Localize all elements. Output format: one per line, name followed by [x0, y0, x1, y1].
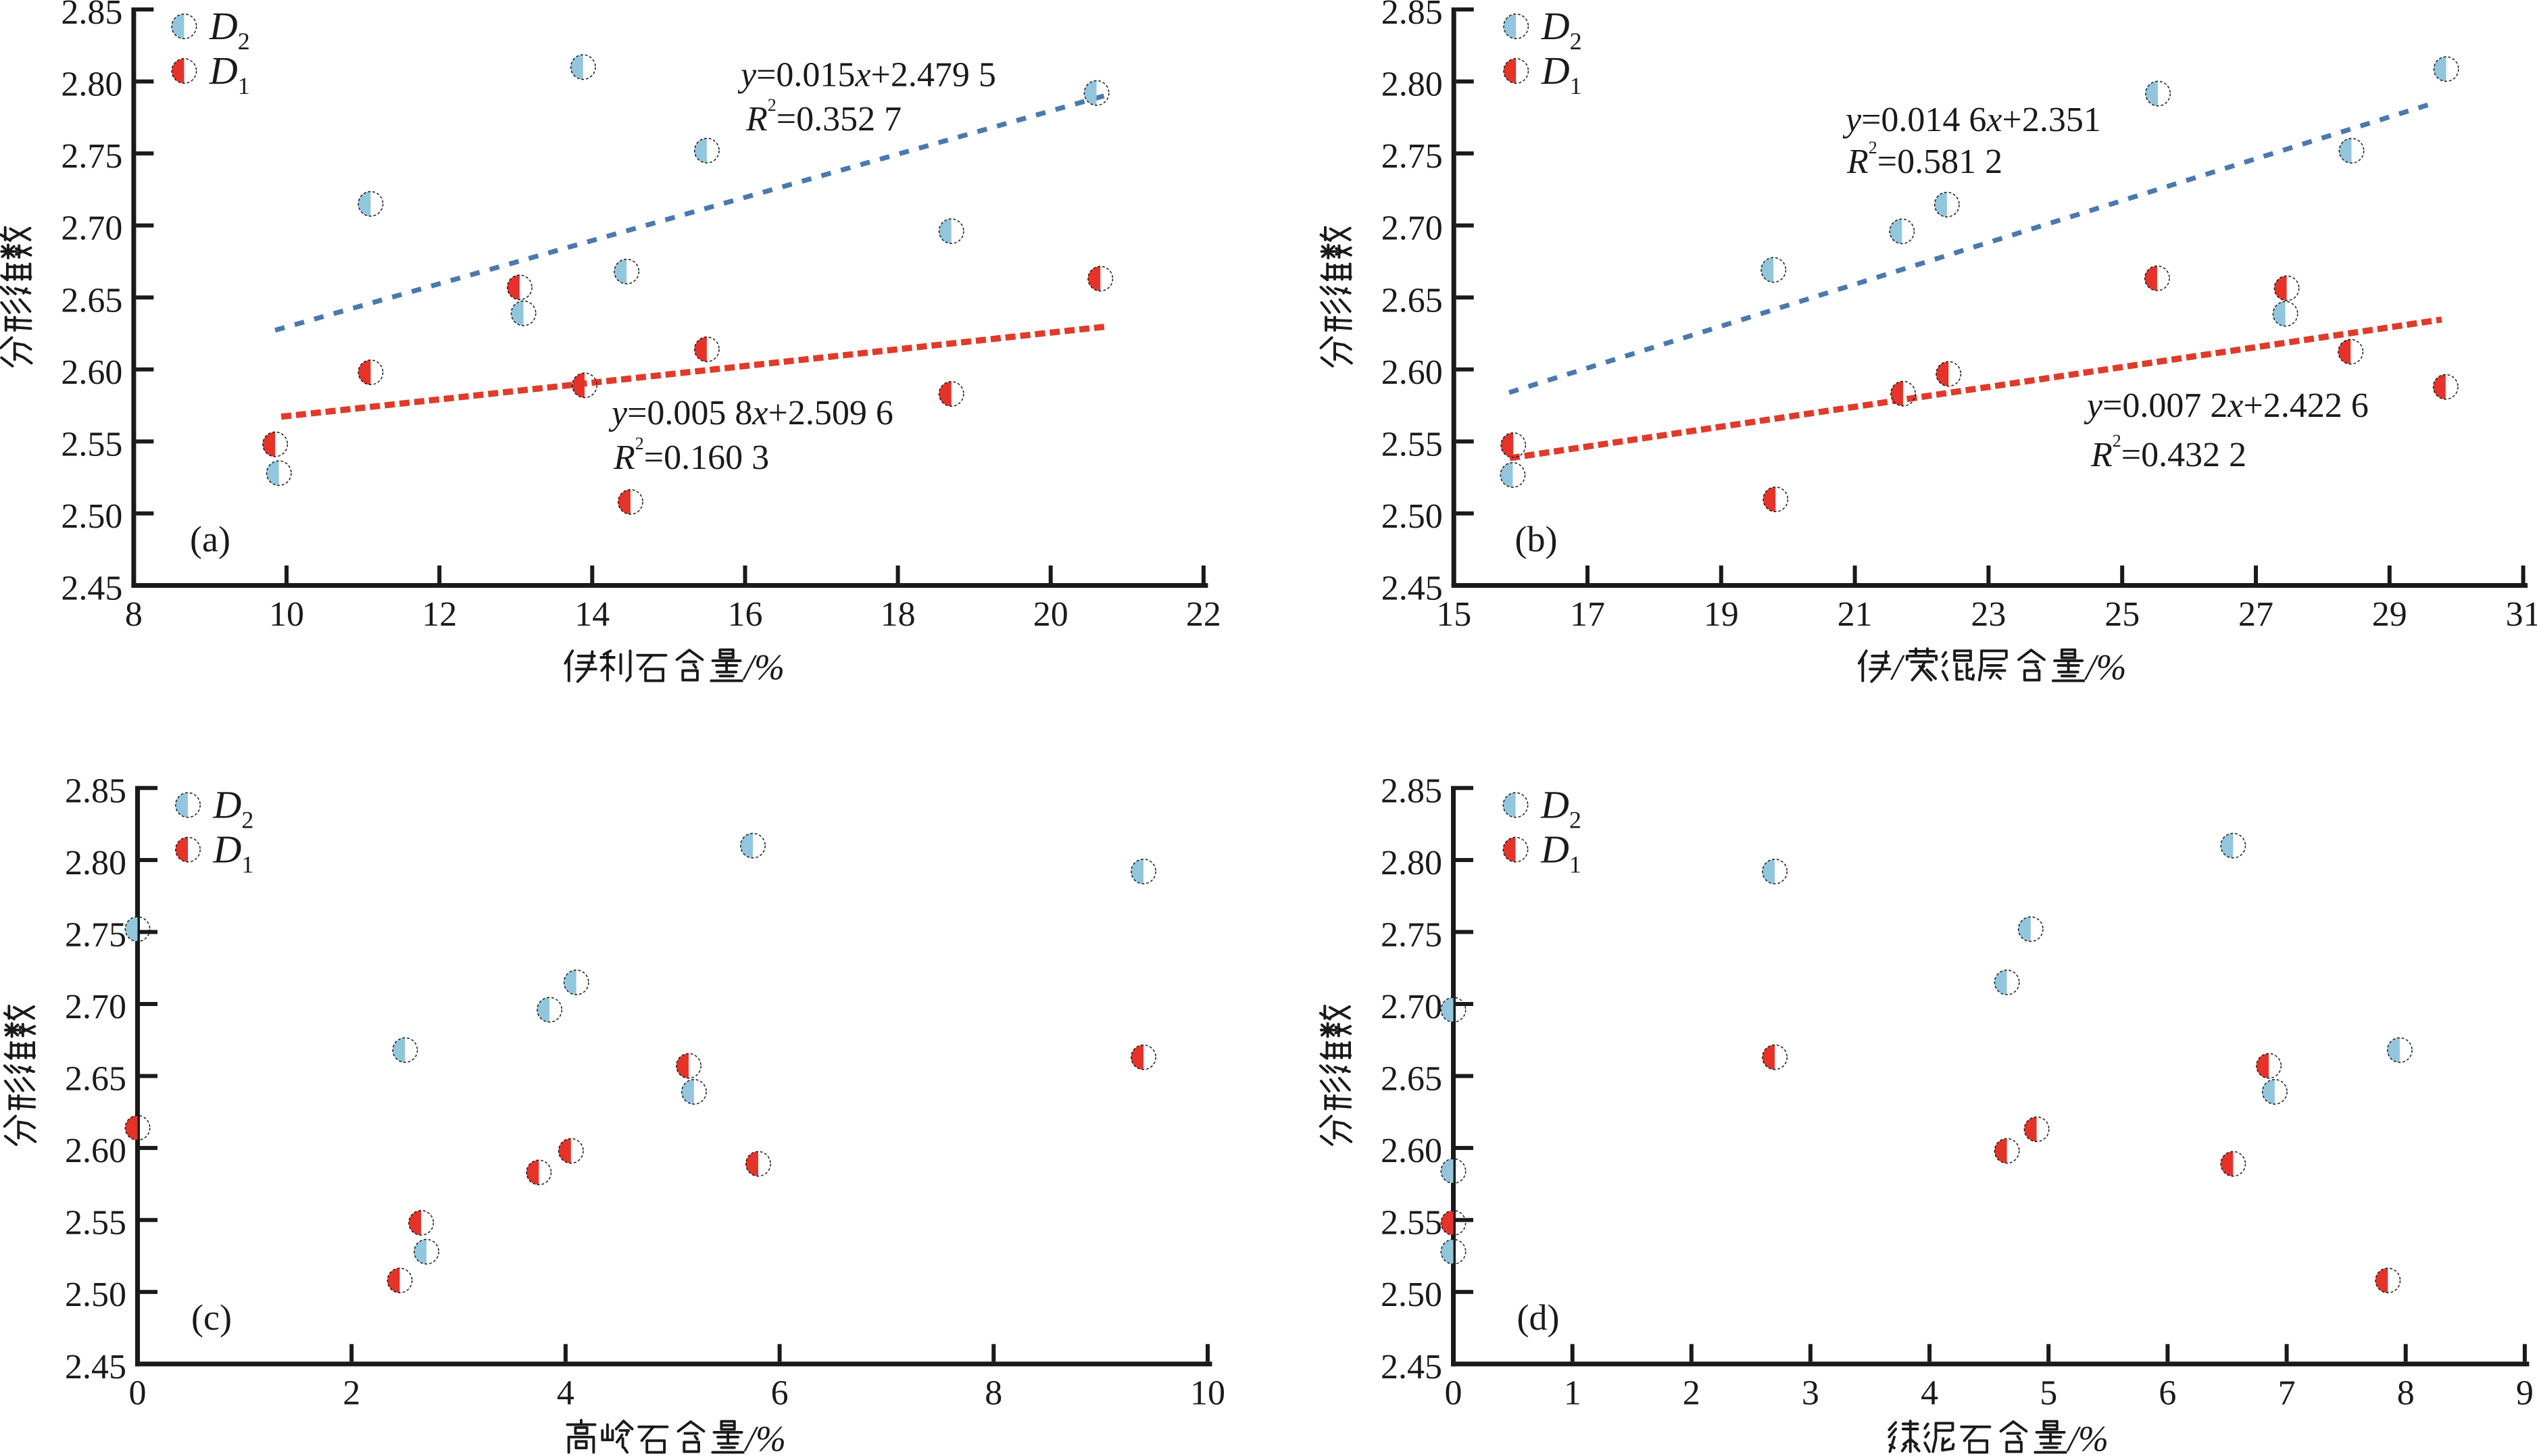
svg-text:0: 0	[1445, 1374, 1462, 1412]
svg-text:/%: /%	[2084, 647, 2127, 687]
svg-text:23: 23	[1971, 595, 2006, 634]
svg-text:10: 10	[269, 595, 304, 634]
svg-text:2.65: 2.65	[1381, 281, 1443, 320]
svg-text:9: 9	[2516, 1374, 2534, 1412]
svg-text:y=0.014 6x+2.351: y=0.014 6x+2.351	[1842, 101, 2101, 139]
svg-text:2.60: 2.60	[61, 353, 122, 392]
svg-text:2.55: 2.55	[1381, 1204, 1442, 1242]
svg-text:10: 10	[1190, 1374, 1225, 1412]
svg-text:/: /	[1890, 647, 1906, 687]
svg-text:2.65: 2.65	[65, 1060, 126, 1099]
svg-text:(a): (a)	[190, 519, 230, 559]
svg-text:D1: D1	[213, 828, 254, 878]
svg-text:25: 25	[2104, 595, 2140, 634]
svg-text:2.70: 2.70	[65, 988, 126, 1026]
svg-text:2.70: 2.70	[61, 209, 122, 248]
svg-text:0: 0	[129, 1374, 147, 1412]
svg-text:D2: D2	[209, 4, 250, 55]
svg-text:2.45: 2.45	[65, 1348, 126, 1386]
svg-text:2.55: 2.55	[65, 1204, 126, 1242]
svg-text:1: 1	[1564, 1374, 1581, 1412]
svg-text:21: 21	[1838, 595, 1873, 634]
svg-text:5: 5	[2040, 1374, 2057, 1412]
svg-text:2.60: 2.60	[1381, 1132, 1442, 1170]
svg-text:R2​=0.352 7: R2​=0.352 7	[745, 95, 902, 139]
svg-text:2.60: 2.60	[1381, 353, 1443, 392]
svg-text:D1: D1	[1541, 49, 1582, 99]
svg-text:2: 2	[343, 1374, 360, 1412]
svg-text:R2​=0.160 3: R2​=0.160 3	[613, 434, 769, 477]
svg-text:2.45: 2.45	[1381, 1348, 1442, 1386]
svg-text:(b): (b)	[1515, 519, 1558, 559]
svg-text:2.70: 2.70	[1381, 209, 1443, 248]
svg-text:R2​=0.581 2: R2​=0.581 2	[1846, 138, 2002, 181]
svg-text:7: 7	[2278, 1374, 2296, 1412]
svg-text:2.85: 2.85	[1381, 0, 1443, 32]
svg-text:12: 12	[422, 595, 457, 634]
svg-text:6: 6	[2159, 1374, 2176, 1412]
svg-text:2.80: 2.80	[1381, 66, 1443, 104]
svg-text:2.55: 2.55	[61, 425, 122, 463]
svg-text:2.80: 2.80	[61, 66, 122, 104]
svg-text:2.75: 2.75	[1381, 915, 1442, 954]
svg-text:2.50: 2.50	[1381, 1276, 1442, 1314]
svg-text:y=0.015x+2.479 5: y=0.015x+2.479 5	[737, 56, 996, 95]
svg-text:27: 27	[2238, 595, 2273, 634]
svg-text:(c): (c)	[191, 1297, 232, 1338]
svg-text:17: 17	[1570, 595, 1605, 634]
svg-text:D1: D1	[1540, 828, 1581, 878]
svg-text:2.50: 2.50	[65, 1276, 126, 1314]
svg-text:16: 16	[728, 595, 763, 634]
svg-text:2.60: 2.60	[65, 1132, 126, 1170]
svg-text:8: 8	[2397, 1374, 2415, 1412]
svg-text:y=0.005 8x+2.509 6: y=0.005 8x+2.509 6	[608, 394, 893, 432]
svg-text:D1: D1	[209, 49, 250, 99]
svg-text:/%: /%	[2066, 1418, 2109, 1456]
svg-text:8: 8	[125, 595, 143, 634]
svg-text:19: 19	[1704, 595, 1739, 634]
svg-text:4: 4	[1921, 1374, 1938, 1412]
svg-text:29: 29	[2372, 595, 2407, 634]
svg-text:22: 22	[1186, 595, 1221, 634]
svg-text:3: 3	[1802, 1374, 1819, 1412]
svg-text:2: 2	[1683, 1374, 1700, 1412]
svg-text:2.65: 2.65	[61, 281, 122, 320]
svg-text:D2: D2	[213, 783, 254, 834]
svg-text:14: 14	[574, 595, 610, 634]
svg-text:2.80: 2.80	[1381, 844, 1442, 882]
svg-text:2.75: 2.75	[1381, 137, 1443, 176]
svg-text:2.50: 2.50	[1381, 497, 1443, 536]
svg-text:2.85: 2.85	[1381, 772, 1442, 810]
svg-text:2.45: 2.45	[1381, 570, 1443, 608]
svg-text:2.75: 2.75	[61, 137, 122, 176]
svg-text:y=0.007 2x+2.422 6: y=0.007 2x+2.422 6	[2084, 386, 2369, 425]
svg-text:2.80: 2.80	[65, 844, 126, 882]
svg-text:6: 6	[771, 1374, 789, 1412]
svg-text:2.50: 2.50	[61, 497, 122, 536]
svg-text:/%: /%	[743, 1418, 786, 1456]
svg-text:2.75: 2.75	[65, 915, 126, 954]
svg-text:20: 20	[1033, 595, 1068, 634]
svg-text:2.65: 2.65	[1381, 1060, 1442, 1099]
svg-text:2.85: 2.85	[65, 772, 126, 810]
svg-text:2.55: 2.55	[1381, 425, 1443, 463]
svg-text:D2: D2	[1540, 783, 1581, 834]
svg-text:2.45: 2.45	[61, 570, 122, 608]
svg-text:/%: /%	[742, 647, 785, 687]
svg-text:4: 4	[557, 1374, 574, 1412]
svg-text:31: 31	[2506, 595, 2537, 634]
svg-text:2.70: 2.70	[1381, 988, 1442, 1026]
svg-text:(d): (d)	[1517, 1297, 1560, 1338]
svg-text:8: 8	[985, 1374, 1002, 1412]
svg-text:2.85: 2.85	[61, 0, 122, 32]
svg-text:R2​=0.432 2: R2​=0.432 2	[2090, 431, 2246, 474]
svg-text:18: 18	[881, 595, 916, 634]
svg-text:D2: D2	[1541, 4, 1582, 55]
svg-text:15: 15	[1436, 595, 1471, 634]
